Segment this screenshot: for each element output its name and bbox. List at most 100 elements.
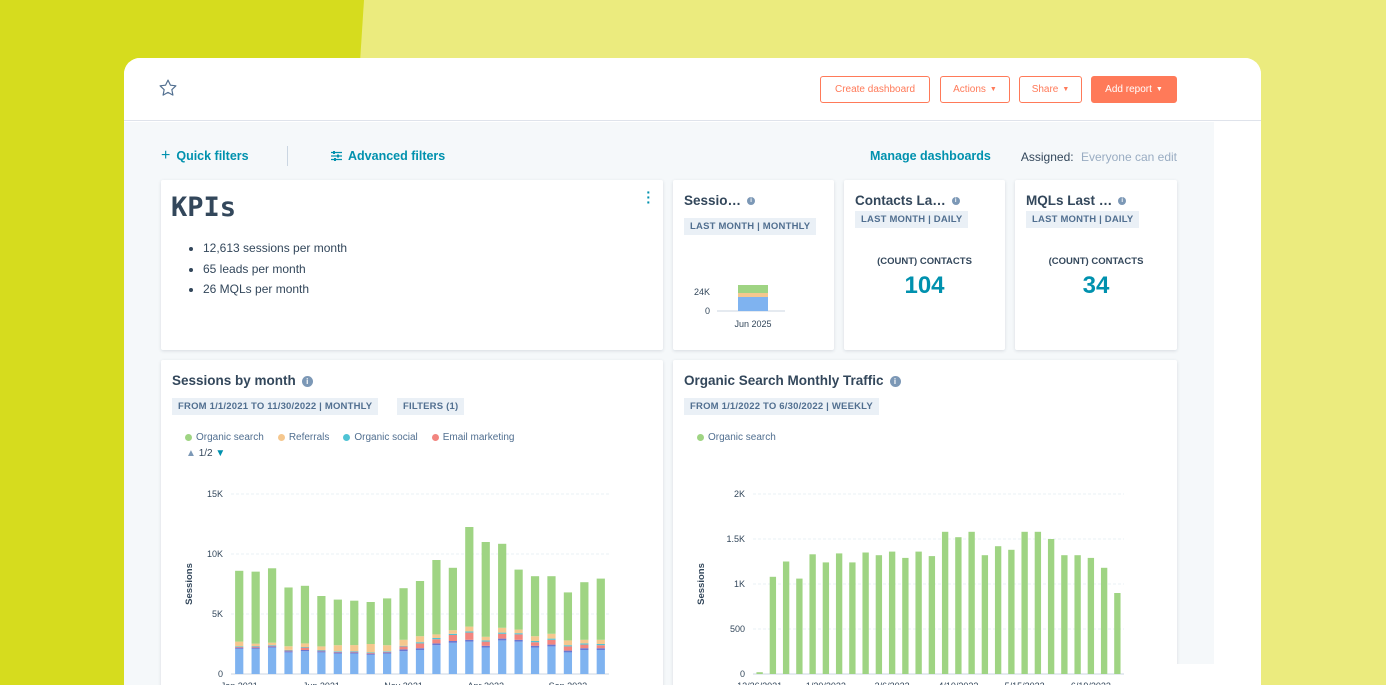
info-icon[interactable]: i bbox=[889, 375, 901, 387]
bar-segment bbox=[928, 556, 936, 674]
quick-filters-button[interactable]: + Quick filters bbox=[161, 147, 249, 164]
x-tick-label: Apr 2022 bbox=[467, 681, 504, 685]
bar-segment bbox=[300, 651, 310, 674]
assigned-value[interactable]: Everyone can edit bbox=[1080, 150, 1177, 164]
bar-segment bbox=[465, 527, 474, 627]
bar-segment bbox=[251, 646, 260, 648]
bar-segment bbox=[366, 654, 375, 674]
bar-segment bbox=[1100, 567, 1108, 674]
legend-item-organic-search[interactable]: Organic search bbox=[697, 432, 776, 443]
y-tick-label: 15K bbox=[207, 489, 223, 499]
bar-segment bbox=[366, 653, 375, 654]
sessions-by-month-title-text: Sessions by month bbox=[172, 373, 296, 388]
filters-tag[interactable]: FILTERS (1) bbox=[397, 398, 465, 415]
bar-segment bbox=[251, 646, 260, 647]
bar-segment bbox=[822, 562, 830, 674]
dashboard-window: Create dashboard Actions ▼ Share ▼ Add rep… bbox=[124, 58, 1261, 685]
bar-segment bbox=[415, 642, 425, 644]
bar-segment bbox=[1114, 593, 1121, 674]
advanced-filters-label: Advanced filters bbox=[348, 149, 446, 163]
bar-segment bbox=[596, 648, 605, 650]
bar-segment bbox=[317, 652, 326, 674]
bar-segment bbox=[432, 638, 441, 640]
bar-segment bbox=[350, 651, 359, 652]
bar-segment bbox=[432, 639, 441, 644]
share-button[interactable]: Share ▼ bbox=[1019, 76, 1082, 103]
mqls-metric-value: 34 bbox=[1082, 272, 1110, 299]
x-tick-label: 1/30/2022 bbox=[806, 681, 846, 685]
bar-segment bbox=[580, 643, 589, 645]
x-tick-label: 5/15/2022 bbox=[1005, 681, 1045, 685]
bar-segment bbox=[547, 646, 556, 674]
legend-item-organic-social[interactable]: Organic social bbox=[343, 432, 418, 443]
date-range-tag: FROM 1/1/2021 TO 11/30/2022 | MONTHLY bbox=[172, 398, 379, 415]
bar-segment bbox=[383, 652, 392, 654]
info-icon[interactable]: i bbox=[951, 197, 960, 206]
manage-dashboards-link[interactable]: Manage dashboards bbox=[870, 149, 991, 163]
bar-segment bbox=[563, 650, 573, 653]
bar-segment bbox=[432, 645, 441, 674]
advanced-filters-button[interactable]: Advanced filters bbox=[331, 149, 445, 163]
bar-segment bbox=[317, 646, 326, 650]
x-tick-label: Jan 2021 bbox=[221, 681, 258, 685]
bar-segment bbox=[596, 639, 605, 644]
bar-segment bbox=[1034, 531, 1042, 674]
add-report-label: Add report bbox=[1105, 84, 1152, 95]
bar-segment bbox=[1047, 539, 1055, 674]
bar-segment bbox=[530, 641, 540, 643]
bar-segment bbox=[432, 560, 441, 635]
bar-segment bbox=[251, 571, 260, 644]
bar-segment bbox=[415, 643, 425, 649]
bar-segment bbox=[350, 645, 359, 652]
bar-segment bbox=[448, 642, 457, 674]
favorite-star-icon[interactable] bbox=[158, 78, 178, 98]
info-icon[interactable]: i bbox=[301, 375, 313, 387]
corner-block bbox=[1170, 664, 1216, 685]
bar-segment bbox=[481, 641, 490, 646]
kpi-item: 12,613 sessions per month bbox=[203, 238, 347, 259]
bar-segment bbox=[481, 640, 490, 642]
bar-segment bbox=[580, 648, 589, 650]
pager-down-icon[interactable]: ▼ bbox=[215, 448, 226, 459]
y-tick-label: 10K bbox=[207, 549, 223, 559]
dashboard-content: + Quick filters Advanced filters Manage … bbox=[124, 122, 1214, 685]
bar-segment bbox=[333, 645, 342, 652]
more-options-icon[interactable]: · · · bbox=[646, 184, 651, 210]
actions-button[interactable]: Actions ▼ bbox=[940, 76, 1010, 103]
plus-icon: + bbox=[161, 147, 171, 164]
bar-segment bbox=[514, 629, 523, 634]
bar-segment bbox=[284, 649, 293, 651]
contacts-card: Contacts La… i LAST MONTH | DAILY (COUNT)… bbox=[844, 180, 1005, 350]
legend-label: Organic search bbox=[196, 432, 264, 443]
bar-segment bbox=[1074, 555, 1081, 674]
bar-segment bbox=[481, 542, 490, 637]
create-dashboard-button[interactable]: Create dashboard bbox=[820, 76, 930, 103]
bar-segment bbox=[530, 636, 540, 641]
bar-segment bbox=[514, 641, 523, 674]
filter-bar: + Quick filters Advanced filters Manage … bbox=[124, 122, 1214, 180]
mini-y-tick: 24K bbox=[694, 287, 710, 297]
info-icon[interactable]: i bbox=[747, 197, 756, 206]
legend-item-email-marketing[interactable]: Email marketing bbox=[431, 432, 514, 443]
legend-item-organic-search[interactable]: Organic search bbox=[185, 432, 264, 443]
bar-segment bbox=[514, 633, 523, 635]
bar-segment bbox=[514, 569, 523, 630]
y-tick-label: 0 bbox=[740, 669, 745, 679]
bar-segment bbox=[563, 640, 573, 646]
bar-segment bbox=[333, 653, 342, 674]
info-icon[interactable]: i bbox=[1118, 197, 1127, 206]
bar-segment bbox=[547, 638, 556, 640]
manage-dashboards-label: Manage dashboards bbox=[870, 149, 991, 163]
y-tick-label: 2K bbox=[734, 489, 745, 499]
create-dashboard-label: Create dashboard bbox=[834, 84, 916, 95]
contacts-card-tag: LAST MONTH | DAILY bbox=[855, 211, 969, 228]
caret-down-icon: ▼ bbox=[1155, 86, 1163, 93]
bar-segment bbox=[481, 647, 490, 674]
legend-item-referrals[interactable]: Referrals bbox=[277, 432, 329, 443]
assigned-info: Assigned: Everyone can edit bbox=[1021, 150, 1177, 164]
pager-up-icon[interactable]: ▲ bbox=[186, 448, 196, 459]
add-report-button[interactable]: Add report ▼ bbox=[1091, 76, 1177, 103]
bar-segment bbox=[317, 651, 326, 653]
bar-segment bbox=[547, 576, 556, 634]
chart-legend: Organic search Referrals Organic social … bbox=[185, 432, 514, 443]
